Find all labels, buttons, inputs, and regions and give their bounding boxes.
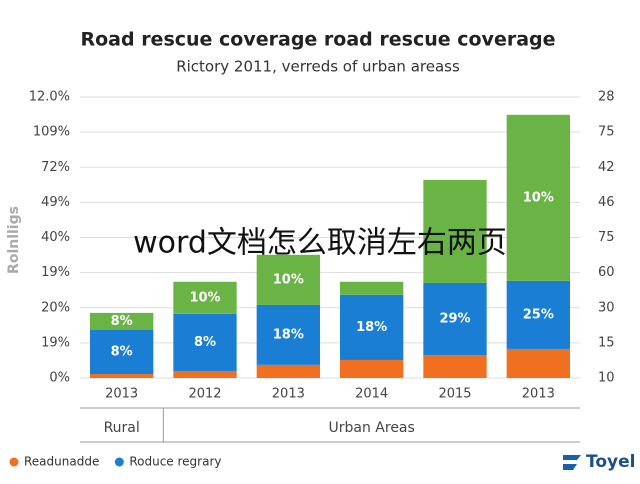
bar-segment (256, 254, 320, 305)
segment-label: 29% (439, 311, 470, 326)
y2-tick-label: 42 (598, 160, 615, 175)
x-tick-label: 2015 (438, 387, 471, 402)
y2-tick-label: 75 (598, 230, 615, 245)
y-tick-label: 40% (41, 230, 70, 245)
x-tick-label: 2013 (272, 387, 305, 402)
plot: 0% 19% 20% 19% 40% 49% 72% 109% 12.0% 10 15 30 60 75 4… (9, 90, 615, 469)
segment-label: 10% (273, 272, 304, 287)
segment-label: 8% (194, 335, 216, 350)
y-tick-label: 72% (41, 160, 70, 175)
y-tick-label: 0% (49, 371, 70, 386)
bar-segment (256, 304, 320, 365)
bar-segment (173, 281, 237, 314)
x-tick-label: 2013 (105, 387, 138, 402)
bar-segment (340, 359, 404, 378)
bar-segment (506, 280, 570, 349)
bar-segment (506, 114, 570, 281)
segment-label: 18% (273, 327, 304, 342)
y2-tick-label: 75 (598, 125, 615, 140)
segment-label: 8% (111, 345, 133, 360)
y2-tick-label: 28 (598, 90, 615, 105)
watermark: word文档怎么取消左右两页 (133, 226, 507, 261)
x-tick-label: 2012 (188, 387, 221, 402)
y-tick-label: 49% (41, 195, 70, 210)
bar-segment (340, 281, 404, 295)
y-tick-label: 12.0% (29, 90, 70, 105)
bar-segment (90, 312, 154, 330)
x-tick-label: 2014 (355, 387, 388, 402)
bar-segment (256, 364, 320, 378)
y2-tick-label: 10 (598, 371, 615, 386)
bar-segment (173, 313, 237, 371)
bar-segment (423, 179, 487, 283)
group-label: Rural (104, 420, 140, 436)
y-tick-label: 19% (41, 335, 70, 350)
y-tick-label: 109% (33, 125, 70, 140)
bar-segment (340, 294, 404, 360)
bar-segment (506, 348, 570, 378)
segment-label: 8% (111, 314, 133, 329)
bar-segment (423, 355, 487, 378)
chart-subtitle: Rictory 2011, verreds of urban areass (176, 58, 460, 76)
legend-label: Roduce regrary (129, 455, 221, 469)
y-tick-label: 19% (41, 265, 70, 280)
y-axis-label: Rolnlligs (6, 206, 22, 274)
logo-icon (563, 455, 581, 470)
chart-title: Road rescue coverage road rescue coverag… (80, 29, 555, 51)
logo: Toyel (586, 452, 635, 472)
legend-label: Readunadde (24, 455, 99, 469)
segment-label: 25% (523, 307, 554, 322)
y2-tick-label: 46 (598, 195, 615, 210)
segment-label: 10% (523, 190, 554, 205)
legend-swatch (114, 457, 124, 467)
y2-tick-label: 60 (598, 265, 615, 280)
bar-segment (173, 370, 237, 378)
segment-label: 10% (189, 290, 220, 305)
group-label: Urban Areas (329, 420, 415, 436)
bar-segment (423, 282, 487, 356)
legend-swatch (9, 457, 19, 467)
bar-segment (90, 374, 154, 378)
x-tick-label: 2013 (522, 387, 555, 402)
y-tick-label: 20% (41, 300, 70, 315)
y2-tick-label: 30 (598, 300, 615, 315)
bar-segment (90, 329, 154, 375)
segment-label: 18% (356, 320, 387, 335)
y2-tick-label: 15 (598, 335, 615, 350)
